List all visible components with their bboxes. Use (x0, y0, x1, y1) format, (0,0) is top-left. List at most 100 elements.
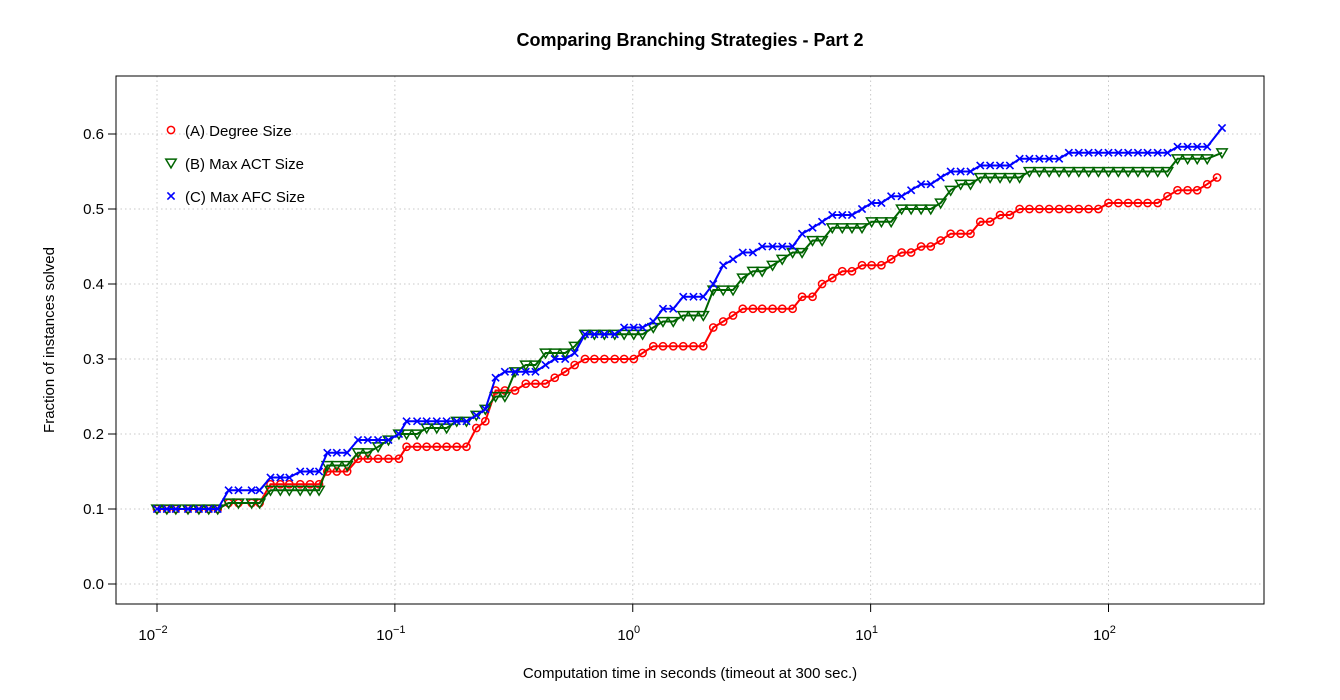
data-point (1074, 204, 1084, 214)
data-point (686, 310, 700, 322)
data-point (983, 172, 997, 184)
series-2 (150, 148, 1229, 516)
data-point (638, 323, 647, 332)
data-point (897, 248, 906, 257)
data-point (934, 198, 948, 210)
data-point (1015, 204, 1024, 214)
legend-marker (166, 125, 176, 135)
data-point (204, 504, 213, 514)
data-point (817, 217, 827, 226)
data-point (964, 179, 978, 191)
data-point (162, 504, 172, 514)
x-tick-label: 10−2 (138, 624, 167, 644)
data-point (726, 285, 740, 297)
data-point (1160, 166, 1175, 178)
data-point (400, 429, 414, 441)
data-point (629, 323, 638, 332)
data-point (531, 367, 540, 376)
data-point (1143, 198, 1152, 208)
data-point (371, 442, 385, 454)
series-line (157, 176, 1218, 510)
data-point (649, 317, 658, 326)
data-point (323, 448, 332, 457)
data-point (462, 417, 471, 426)
data-point (610, 354, 620, 364)
data-point (1025, 204, 1034, 214)
y-tick-label: 0.6 (83, 126, 104, 143)
data-point (837, 266, 847, 276)
data-point (1084, 204, 1093, 214)
data-point (253, 498, 267, 510)
data-point (422, 442, 431, 452)
data-point (658, 304, 668, 313)
data-point (884, 217, 898, 229)
data-point (966, 167, 975, 176)
data-point (1217, 123, 1227, 133)
data-point (676, 310, 690, 322)
data-point (570, 348, 579, 358)
data-point (273, 485, 287, 497)
data-point (914, 204, 928, 216)
data-point (746, 266, 760, 278)
data-point (528, 360, 542, 372)
data-point (373, 435, 383, 445)
data-point (985, 217, 995, 227)
series-layer (150, 123, 1229, 516)
data-point (906, 186, 916, 195)
data-point (874, 217, 888, 229)
data-point (1151, 166, 1165, 178)
data-point (353, 435, 363, 445)
data-point (906, 248, 916, 257)
data-point (1114, 148, 1123, 157)
y-tick-label: 0.4 (83, 276, 104, 293)
data-point (658, 341, 668, 351)
data-point (617, 329, 631, 341)
data-point (976, 161, 985, 170)
data-point (966, 229, 975, 239)
series-line (157, 151, 1223, 510)
data-point (1034, 204, 1044, 214)
data-point (510, 367, 520, 376)
data-point (263, 485, 278, 497)
data-point (857, 204, 867, 214)
data-point (284, 479, 294, 489)
data-point (778, 242, 787, 251)
data-point (806, 235, 820, 247)
data-point (1054, 154, 1064, 163)
data-point (926, 242, 936, 251)
data-point (1183, 142, 1192, 151)
data-point (797, 292, 807, 302)
data-point (580, 354, 590, 364)
data-point (305, 467, 315, 476)
data-point (887, 192, 896, 201)
data-point (728, 255, 738, 264)
data-point (519, 360, 533, 372)
data-point (1203, 142, 1212, 151)
data-point (452, 442, 462, 452)
data-point (825, 223, 839, 235)
data-point (619, 323, 629, 332)
data-point (1153, 148, 1162, 157)
data-point (993, 172, 1007, 184)
data-point (266, 479, 275, 489)
data-point (1091, 166, 1105, 178)
data-point (266, 473, 275, 482)
x-tick-label: 10−1 (376, 624, 405, 644)
data-point (698, 341, 708, 351)
data-point (1173, 185, 1182, 195)
data-point (332, 467, 342, 476)
plot-frame (115, 75, 1265, 605)
data-point (719, 261, 728, 270)
data-point (1193, 142, 1202, 151)
y-axis-label: Fraction of instances solved (41, 247, 58, 433)
data-point (627, 329, 641, 341)
data-point (689, 292, 698, 301)
data-point (521, 367, 530, 376)
data-point (1123, 198, 1133, 208)
data-point (1072, 166, 1086, 178)
data-point (1022, 166, 1036, 178)
data-point (420, 423, 434, 435)
data-point (936, 173, 945, 182)
legend-item: (B) Max ACT Size (164, 156, 304, 173)
data-point (491, 373, 500, 382)
